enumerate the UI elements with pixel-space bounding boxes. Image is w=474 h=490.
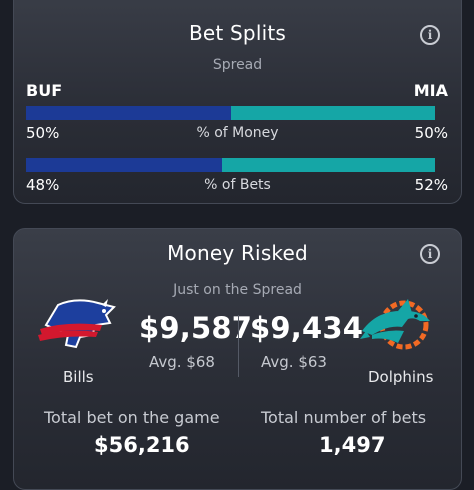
total-count-label: Total number of bets [261,408,427,427]
total-bet-label: Total bet on the game [44,408,220,427]
away-avg-bet: Avg. $68 [149,353,215,371]
money-away-segment [26,106,231,120]
away-money-amount: $9,587 [139,311,253,345]
bet-splits-title: Bet Splits [189,21,286,45]
money-home-pct: 50% [414,124,448,142]
money-risked-subtitle: Just on the Spread [173,282,302,298]
money-away-pct: 50% [26,124,60,142]
home-team-abbr: MIA [413,81,448,100]
bets-split-bar [26,158,435,172]
home-avg-bet: Avg. $63 [261,353,327,371]
info-icon[interactable]: i [420,25,440,45]
away-team-name: Bills [63,368,94,386]
bills-logo-icon [38,299,116,349]
money-risked-title: Money Risked [167,241,308,265]
money-home-segment [230,106,435,120]
money-split-bar [26,106,435,120]
bets-away-segment [26,158,223,172]
total-bet-value: $56,216 [94,433,190,457]
away-team-abbr: BUF [26,81,63,100]
money-split-label: % of Money [196,125,279,141]
bets-home-segment [222,158,435,172]
bets-away-pct: 48% [26,176,60,194]
bets-split-label: % of Bets [204,177,271,193]
bet-splits-card: Bet Splits i Spread BUF MIA 50% % of Mon… [13,0,462,204]
dolphins-logo-icon [360,299,430,350]
home-money-amount: $9,434 [250,311,364,345]
total-count-value: 1,497 [319,433,386,457]
info-icon[interactable]: i [420,244,440,264]
market-label: Spread [212,57,263,73]
home-team-name: Dolphins [368,368,434,386]
bets-home-pct: 52% [414,176,448,194]
team-divider [238,315,239,377]
money-risked-card: Money Risked i Just on the Spread Bills … [13,228,462,490]
